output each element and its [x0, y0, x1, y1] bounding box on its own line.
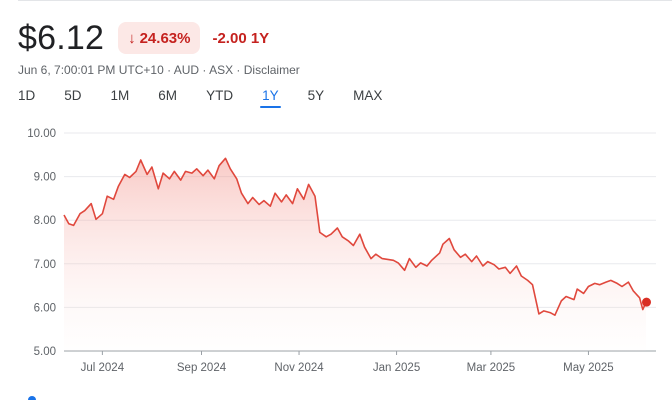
quote-header: $6.12 ↓ 24.63% -2.00 1Y — [18, 18, 269, 58]
y-tick-label: 5.00 — [34, 346, 56, 358]
bottom-indicator-dot — [28, 396, 36, 400]
tab-5y[interactable]: 5Y — [307, 88, 325, 103]
tab-max[interactable]: MAX — [353, 88, 383, 103]
top-divider — [18, 0, 672, 1]
absolute-change: -2.00 1Y — [212, 29, 270, 47]
price-chart[interactable]: 10.00 9.00 8.00 7.00 6.00 5.00 Jul 2024 Sep 202… — [0, 118, 672, 390]
x-tick-label: Jan 2025 — [373, 362, 420, 374]
range-tabs: 1D 5D 1M 6M YTD 1Y 5Y MAX — [18, 86, 411, 108]
percent-change-value: 24.63% — [139, 29, 191, 47]
y-tick-label: 6.00 — [34, 302, 56, 314]
tab-6m[interactable]: 6M — [158, 88, 178, 103]
y-tick-label: 7.00 — [34, 259, 56, 271]
x-tick-label: Sep 2024 — [177, 362, 227, 374]
tab-1m[interactable]: 1M — [110, 88, 130, 103]
y-tick-label: 8.00 — [34, 215, 56, 227]
quote-meta: Jun 6, 7:00:01 PM UTC+10 · AUD · ASX · D… — [18, 63, 300, 77]
price-line — [63, 157, 647, 316]
x-tick-label: May 2025 — [563, 362, 614, 374]
y-tick-label: 10.00 — [27, 128, 56, 140]
y-tick-label: 9.00 — [34, 172, 56, 184]
latest-price-marker — [642, 297, 651, 307]
arrow-down-icon: ↓ — [128, 29, 136, 47]
x-tick-label: Mar 2025 — [467, 362, 516, 374]
tab-5d[interactable]: 5D — [64, 88, 82, 103]
current-price: $6.12 — [18, 19, 105, 57]
percent-change-badge: ↓ 24.63% — [118, 22, 201, 54]
tab-1y[interactable]: 1Y — [260, 86, 281, 108]
tab-ytd[interactable]: YTD — [206, 88, 234, 103]
price-area-fill — [64, 158, 646, 351]
x-tick-label: Nov 2024 — [274, 362, 324, 374]
tab-1d[interactable]: 1D — [18, 88, 36, 103]
x-tick-label: Jul 2024 — [81, 362, 125, 374]
